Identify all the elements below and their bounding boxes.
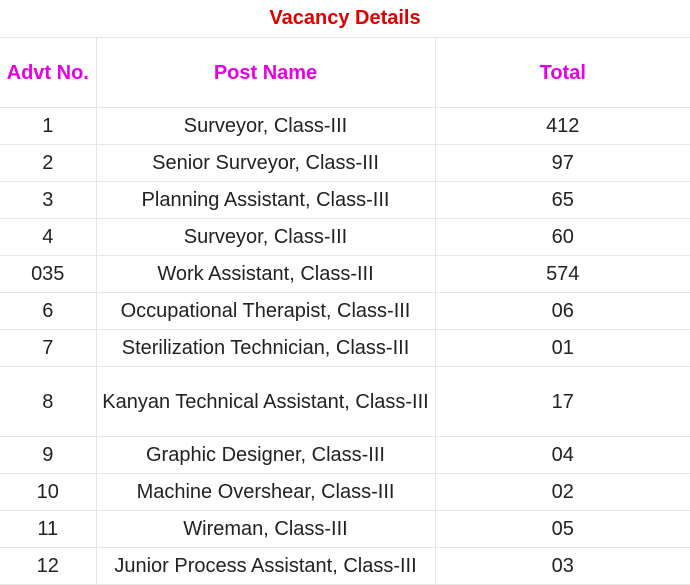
advt-no-cell: 11 (0, 510, 97, 548)
post-name-cell: Junior Process Assistant, Class-III (96, 547, 436, 585)
table-row: 11 Wireman, Class-III 05 (0, 510, 690, 548)
post-name-cell: Occupational Therapist, Class-III (96, 292, 436, 330)
post-name-cell: Senior Surveyor, Class-III (96, 144, 436, 182)
total-cell: 05 (435, 510, 690, 548)
advt-no-cell: 7 (0, 329, 97, 367)
total-cell: 01 (435, 329, 690, 367)
table-row: 7 Sterilization Technician, Class-III 01 (0, 329, 690, 367)
total-cell: 97 (435, 144, 690, 182)
advt-no-cell: 2 (0, 144, 97, 182)
table-row: 1 Surveyor, Class-III 412 (0, 107, 690, 145)
table-row: 4 Surveyor, Class-III 60 (0, 218, 690, 256)
post-name-cell: Planning Assistant, Class-III (96, 181, 436, 219)
total-cell: 06 (435, 292, 690, 330)
advt-no-cell: 12 (0, 547, 97, 585)
post-name-cell: Wireman, Class-III (96, 510, 436, 548)
table-row: 2 Senior Surveyor, Class-III 97 (0, 144, 690, 182)
table-row: 6 Occupational Therapist, Class-III 06 (0, 292, 690, 330)
header-row: Advt No. Post Name Total (0, 38, 690, 108)
header-post-name: Post Name (96, 38, 436, 108)
total-cell: 412 (435, 107, 690, 145)
advt-no-cell: 1 (0, 107, 97, 145)
post-name-cell: Machine Overshear, Class-III (96, 473, 436, 511)
table-row: 8 Kanyan Technical Assistant, Class-III … (0, 366, 690, 437)
total-cell: 574 (435, 255, 690, 293)
header-advt-no: Advt No. (0, 38, 97, 108)
advt-no-cell: 9 (0, 436, 97, 474)
total-cell: 04 (435, 436, 690, 474)
post-name-cell: Sterilization Technician, Class-III (96, 329, 436, 367)
post-name-cell: Surveyor, Class-III (96, 218, 436, 256)
post-name-cell: Graphic Designer, Class-III (96, 436, 436, 474)
total-cell: 17 (435, 366, 690, 437)
vacancy-table: Advt No. Post Name Total 1 Surveyor, Cla… (0, 38, 690, 585)
table-title: Vacancy Details (0, 0, 690, 38)
table-row: 9 Graphic Designer, Class-III 04 (0, 436, 690, 474)
header-total: Total (435, 38, 690, 108)
total-cell: 02 (435, 473, 690, 511)
post-name-cell: Kanyan Technical Assistant, Class-III (96, 366, 436, 437)
table-row: 10 Machine Overshear, Class-III 02 (0, 473, 690, 511)
total-cell: 60 (435, 218, 690, 256)
table-row: 3 Planning Assistant, Class-III 65 (0, 181, 690, 219)
advt-no-cell: 4 (0, 218, 97, 256)
post-name-cell: Surveyor, Class-III (96, 107, 436, 145)
table-row: 12 Junior Process Assistant, Class-III 0… (0, 547, 690, 585)
advt-no-cell: 035 (0, 255, 97, 293)
advt-no-cell: 10 (0, 473, 97, 511)
total-cell: 65 (435, 181, 690, 219)
advt-no-cell: 6 (0, 292, 97, 330)
advt-no-cell: 8 (0, 366, 97, 437)
post-name-cell: Work Assistant, Class-III (96, 255, 436, 293)
total-cell: 03 (435, 547, 690, 585)
table-row: 035 Work Assistant, Class-III 574 (0, 255, 690, 293)
advt-no-cell: 3 (0, 181, 97, 219)
